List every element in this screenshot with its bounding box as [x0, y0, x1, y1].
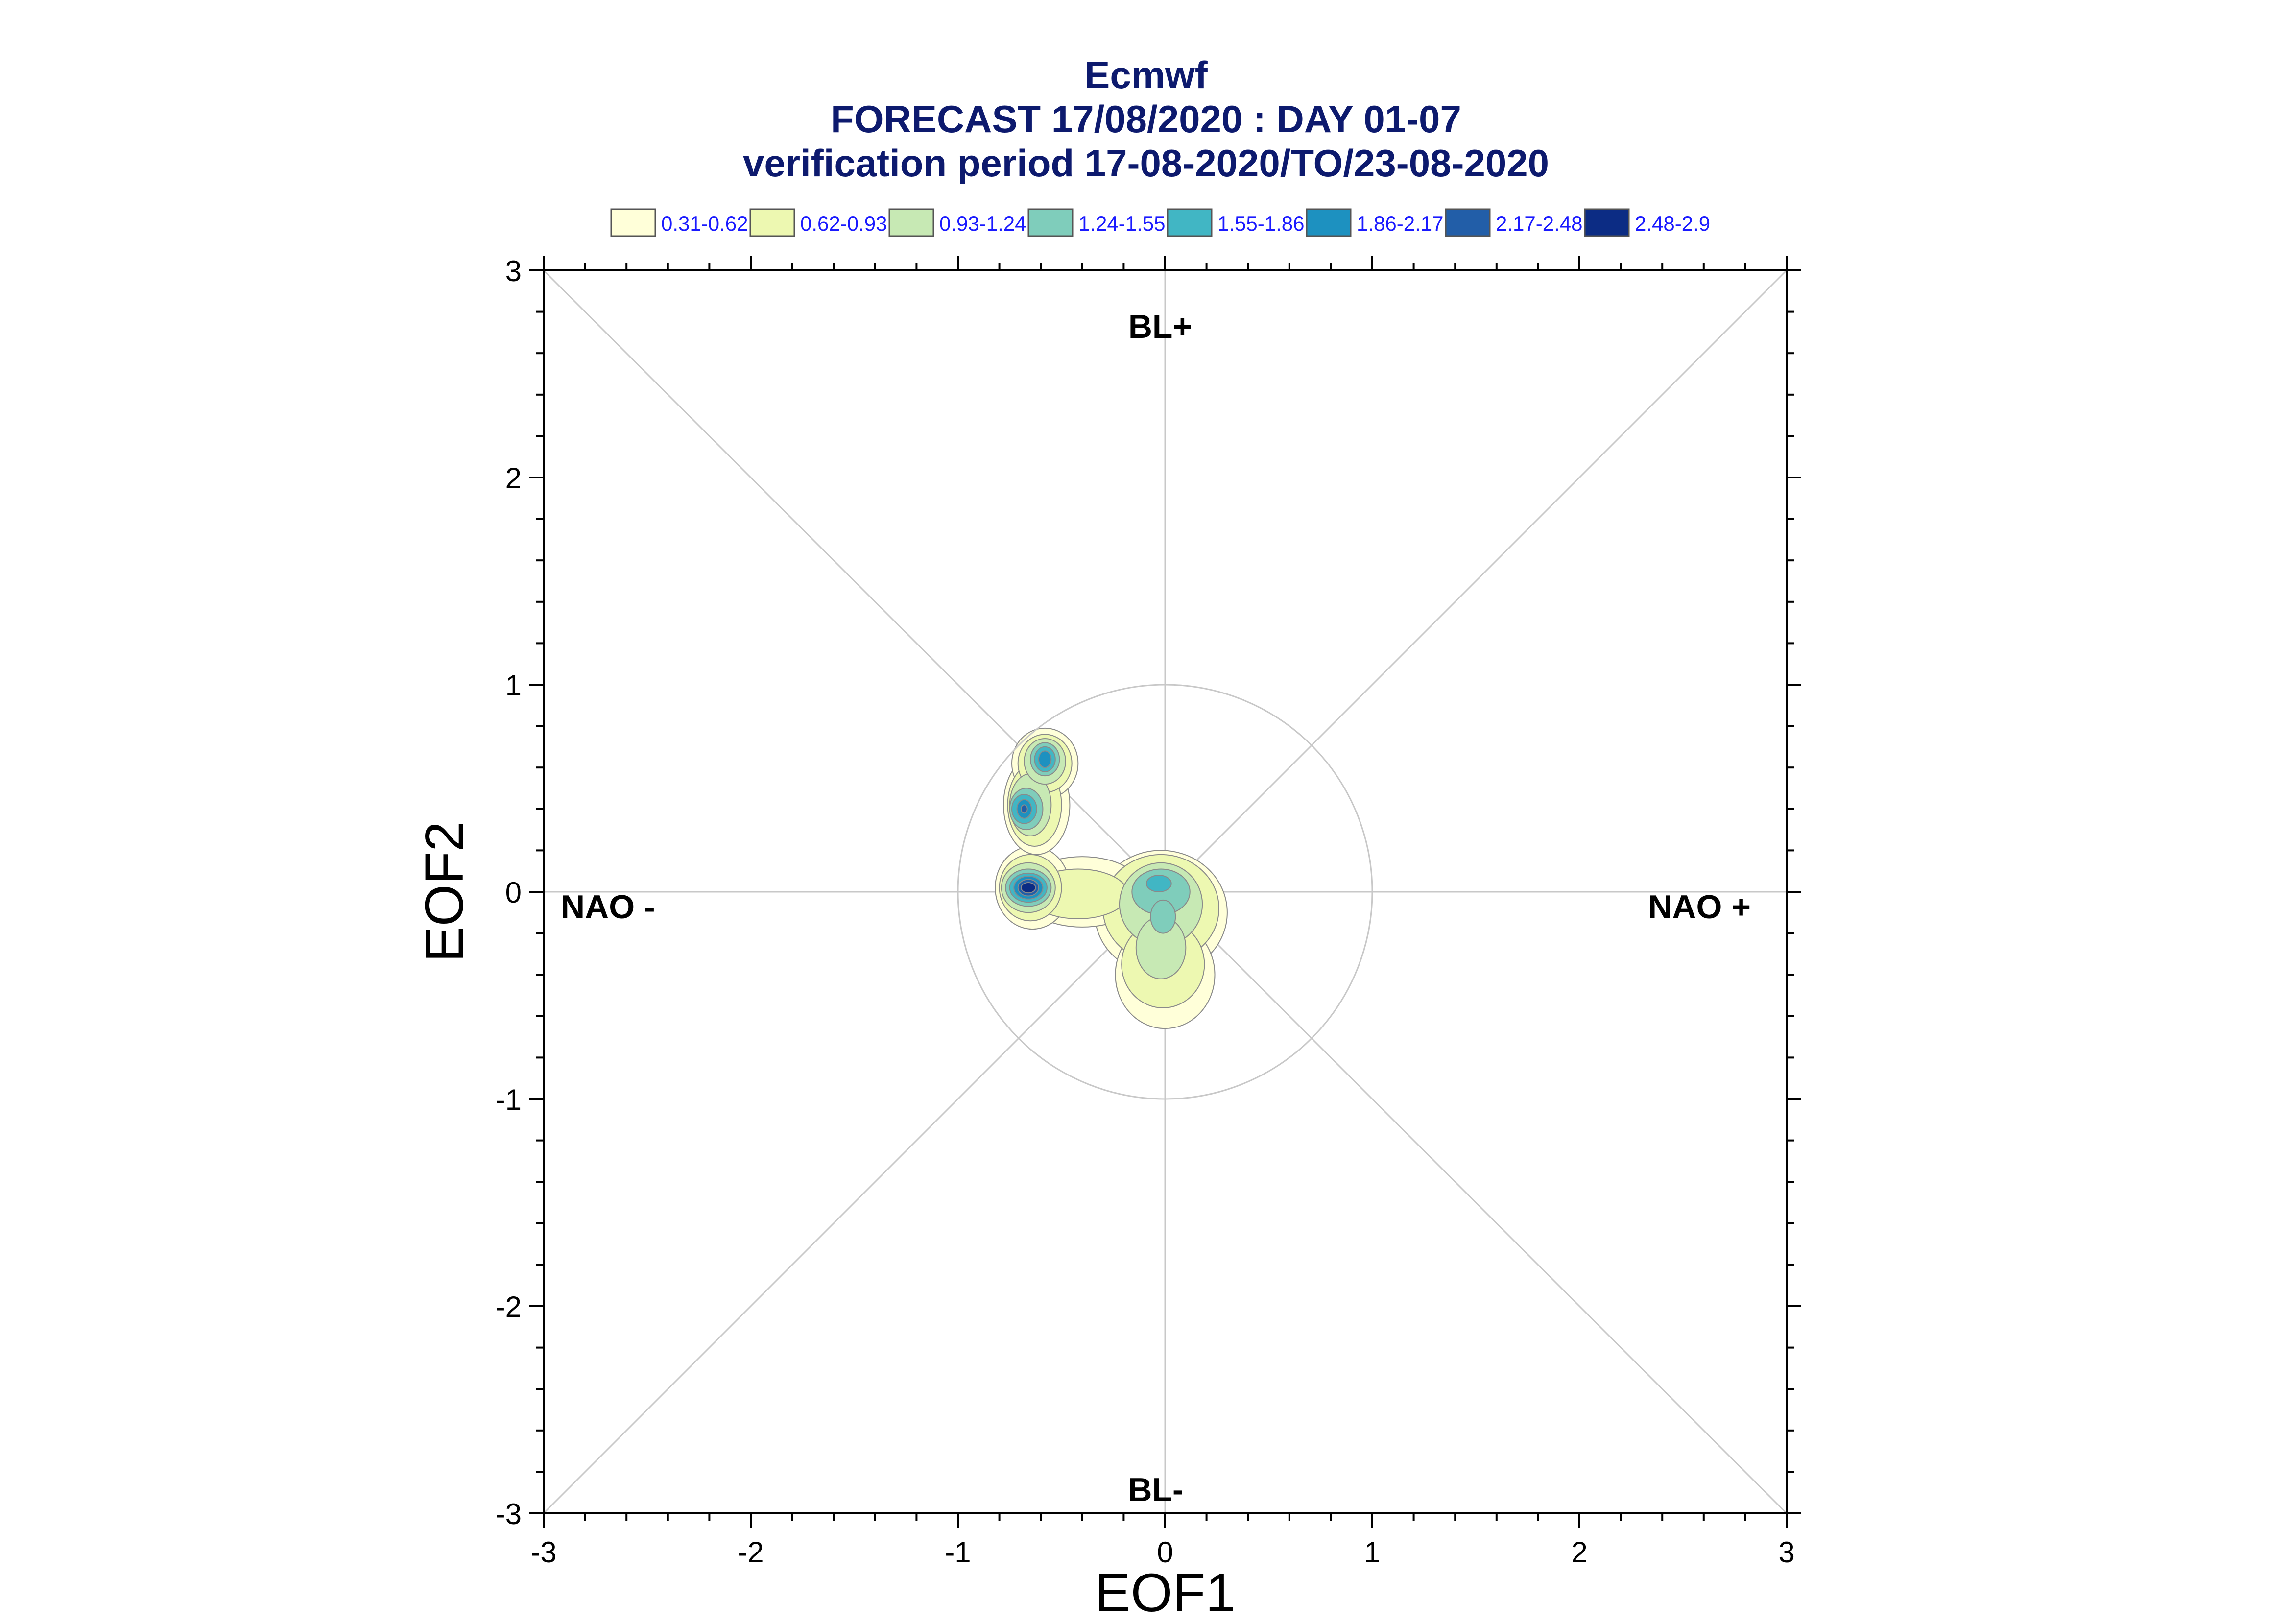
title-line-2: FORECAST 17/08/2020 : DAY 01-07	[831, 97, 1461, 141]
x-tick-label: 3	[1778, 1536, 1794, 1569]
legend-swatch	[749, 208, 795, 237]
legend-swatch	[1584, 208, 1630, 237]
y-tick-label: -3	[496, 1498, 522, 1530]
legend-swatch	[1306, 208, 1352, 237]
legend: 0.31-0.62 0.62-0.93 0.93-1.24 1.24-1.55 1.55…	[610, 208, 1710, 237]
legend-swatch	[610, 208, 656, 237]
regime-label-left: NAO -	[561, 888, 655, 926]
legend-label: 0.31-0.62	[661, 212, 748, 235]
x-tick-label: 1	[1364, 1536, 1380, 1569]
legend-label: 2.17-2.48	[1496, 212, 1582, 235]
x-tick-label: -2	[738, 1536, 764, 1569]
density-region	[1146, 875, 1172, 892]
density-region	[1021, 804, 1028, 814]
y-tick-label: 2	[505, 462, 522, 495]
y-tick-label: 3	[505, 255, 522, 287]
x-tick-label: 2	[1571, 1536, 1587, 1569]
density-region-peak	[1021, 882, 1036, 894]
legend-label: 0.62-0.93	[800, 212, 887, 235]
legend-swatch	[1445, 208, 1491, 237]
axis-ticks	[529, 256, 1801, 1528]
legend-label: 2.48-2.9	[1635, 212, 1710, 235]
y-tick-label: -2	[496, 1290, 522, 1323]
regime-label-bottom: BL-	[1128, 1471, 1183, 1508]
x-axis-label: EOF1	[1095, 1563, 1235, 1622]
density-region	[1038, 750, 1052, 768]
chart-title: Ecmwf FORECAST 17/08/2020 : DAY 01-07 ve…	[743, 53, 1549, 185]
legend-swatch	[1027, 208, 1074, 237]
y-axis-label: EOF2	[414, 821, 475, 962]
y-tick-label: 1	[505, 669, 522, 702]
y-tick-label: 0	[505, 876, 522, 909]
regime-label-top: BL+	[1128, 308, 1192, 345]
regime-label-right: NAO +	[1648, 888, 1751, 926]
title-line-1: Ecmwf	[1084, 53, 1208, 96]
legend-label: 1.86-2.17	[1357, 212, 1443, 235]
x-tick-label: -1	[945, 1536, 971, 1569]
x-tick-label: -3	[530, 1536, 556, 1569]
density-region	[1150, 899, 1176, 934]
unit-circle	[957, 684, 1373, 1100]
legend-swatch	[1167, 208, 1213, 237]
regime-labels: BL+ BL- NAO - NAO +	[561, 308, 1751, 1508]
legend-label: 1.55-1.86	[1217, 212, 1304, 235]
tick-labels: -3 -2 -1 0 1 2 3 3 2 1 0 -1 -2 -3	[496, 255, 1795, 1569]
legend-label: 0.93-1.24	[939, 212, 1026, 235]
density-contours	[995, 727, 1228, 1029]
x-tick-label: 0	[1157, 1536, 1173, 1569]
legend-swatch	[888, 208, 934, 237]
legend-label: 1.24-1.55	[1078, 212, 1165, 235]
y-tick-label: -1	[496, 1083, 522, 1116]
title-line-3: verification period 17-08-2020/TO/23-08-…	[743, 142, 1549, 185]
